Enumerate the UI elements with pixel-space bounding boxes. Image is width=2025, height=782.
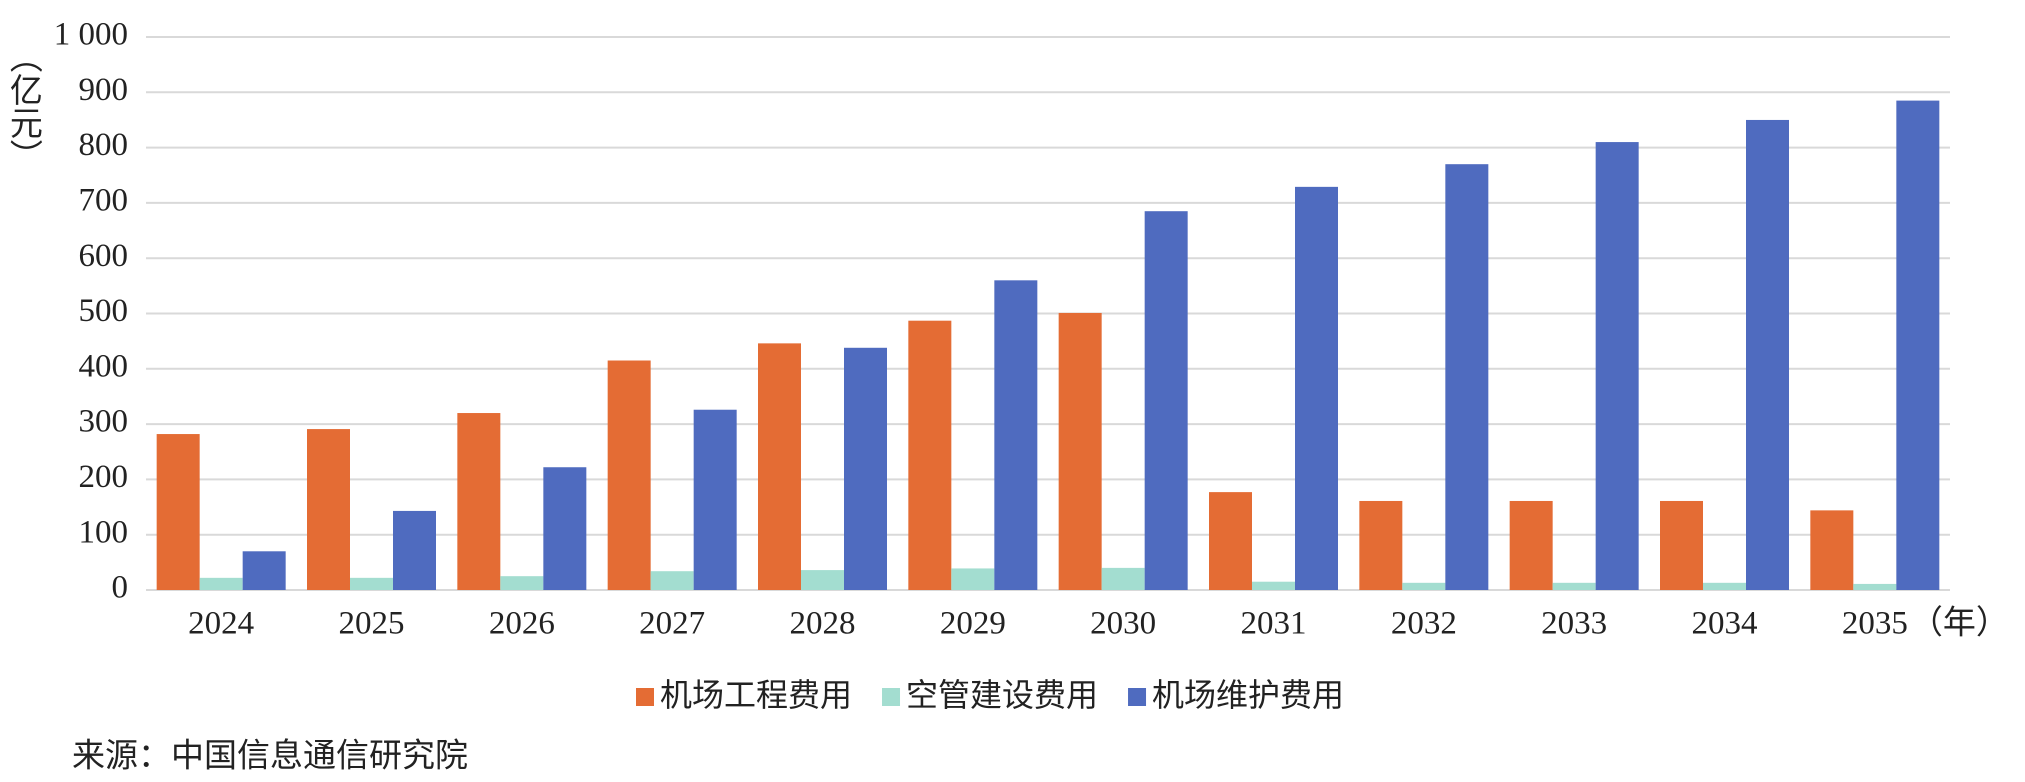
bar <box>908 320 952 590</box>
bar <box>1660 500 1703 590</box>
legend-label: 机场维护费用 <box>1152 676 1344 714</box>
y-tick-label: 700 <box>79 182 129 218</box>
y-tick-label: 900 <box>79 72 129 108</box>
y-tick-label: 300 <box>79 404 129 440</box>
bar <box>1252 581 1295 590</box>
x-tick-label: 2035 <box>1842 606 1908 642</box>
source-note: 来源：中国信息通信研究院 <box>72 738 468 775</box>
bar <box>650 571 694 590</box>
bar <box>758 343 801 590</box>
bar <box>1402 582 1446 590</box>
bar <box>951 568 995 590</box>
x-tick-label: 2024 <box>188 606 254 642</box>
bar <box>994 280 1038 590</box>
bar <box>1209 492 1252 590</box>
x-tick-label: 2027 <box>639 606 705 642</box>
x-tick-label: 2030 <box>1090 606 1156 642</box>
bar <box>1703 582 1746 590</box>
legend-swatch <box>882 688 901 706</box>
bar <box>1509 500 1553 590</box>
x-tick-label: 2032 <box>1391 606 1457 642</box>
bar <box>199 577 243 590</box>
x-tick-label: 2034 <box>1692 606 1758 642</box>
y-tick-label: 500 <box>79 293 129 329</box>
x-tick-label: 2029 <box>940 606 1006 642</box>
bar <box>1810 510 1854 590</box>
bar <box>1101 567 1145 590</box>
bar <box>1552 582 1596 590</box>
bar <box>307 429 350 590</box>
y-tick-label: 100 <box>79 514 129 550</box>
bar <box>1853 583 1897 590</box>
x-tick-label: 2025 <box>339 606 405 642</box>
bar <box>500 576 544 590</box>
bar <box>350 577 393 590</box>
bar <box>1896 100 1940 590</box>
bar <box>1746 119 1789 590</box>
legend-swatch <box>1128 688 1147 706</box>
y-tick-label: 600 <box>79 238 129 274</box>
y-tick-label: 200 <box>79 459 129 495</box>
x-tick-label: 2028 <box>790 606 856 642</box>
bar <box>1359 500 1403 590</box>
bar <box>156 434 200 590</box>
x-tick-label: 2033 <box>1541 606 1607 642</box>
bar <box>801 570 844 590</box>
y-axis-title: （亿元） <box>4 40 43 172</box>
y-tick-label: 1 000 <box>54 17 128 53</box>
bar <box>1445 164 1489 590</box>
x-tick-label: 2026 <box>489 606 555 642</box>
y-tick-label: 800 <box>79 127 129 163</box>
bar <box>543 467 587 590</box>
bar <box>1144 211 1188 590</box>
bar <box>242 551 286 590</box>
legend-swatch <box>636 688 654 706</box>
legend-label: 机场工程费用 <box>660 676 852 714</box>
y-tick-label: 400 <box>79 348 129 384</box>
x-tick-label: 2031 <box>1241 606 1307 642</box>
bar <box>693 409 737 590</box>
y-tick-label: 0 <box>112 570 129 606</box>
bar <box>1595 142 1639 590</box>
x-axis-title: （年） <box>1910 605 2009 642</box>
bar <box>844 347 887 590</box>
bar <box>1295 186 1338 590</box>
bar <box>457 413 501 590</box>
bar <box>1058 312 1102 590</box>
bar <box>607 360 651 590</box>
legend-label: 空管建设费用 <box>906 676 1098 714</box>
bar <box>393 510 436 590</box>
